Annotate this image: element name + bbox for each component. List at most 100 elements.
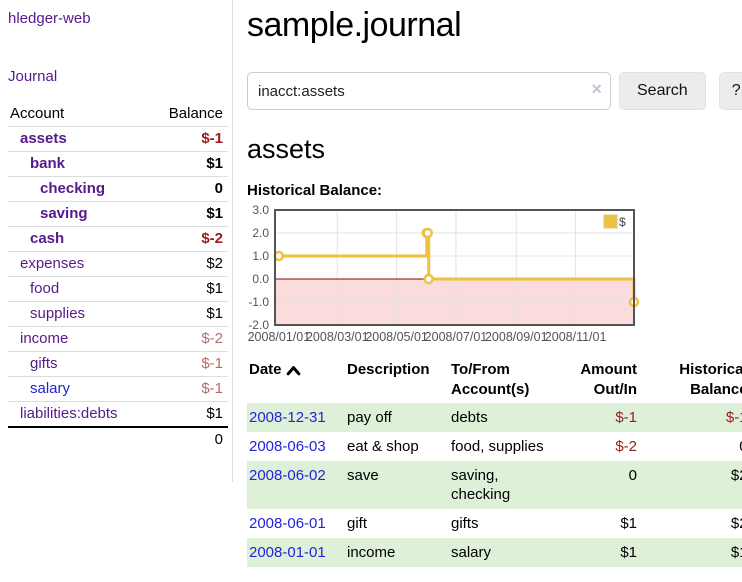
sidebar-account-link[interactable]: checking (40, 180, 106, 197)
description-cell: save (347, 467, 379, 484)
description-cell: gift (347, 515, 368, 532)
description-cell: eat & shop (347, 438, 419, 455)
account-balance: $1 (206, 405, 223, 422)
data-point-marker (273, 250, 285, 262)
sidebar-account-link[interactable]: assets (20, 130, 67, 147)
accounts-cell: gifts (451, 515, 479, 532)
description-cell: pay off (347, 409, 392, 426)
app-title-link[interactable]: hledger-web (8, 10, 91, 27)
account-row: assets $-1 (8, 126, 228, 151)
amount-cell: $-2 (615, 438, 637, 455)
register-row: 2008-01-01 income salary $1 $1 (247, 538, 742, 567)
sidebar-item-journal[interactable]: Journal (8, 68, 58, 85)
register-header-row: Date Description To/From Account(s) Amou… (247, 357, 742, 403)
account-balance: $-2 (201, 230, 223, 247)
balance-header: Historical Balance (679, 361, 742, 398)
account-balance: $-1 (201, 130, 223, 147)
sidebar: hledger-web Journal Account Balance asse… (0, 0, 233, 482)
y-tick-label: 3.0 (252, 203, 269, 217)
search-input[interactable] (247, 72, 611, 110)
date-header-label: Date (249, 361, 282, 378)
sidebar-account-link[interactable]: food (30, 280, 60, 297)
sidebar-account-link[interactable]: salary (30, 380, 71, 397)
account-heading: assets (247, 134, 326, 164)
amount-cell: $-1 (615, 409, 637, 426)
sort-ascending-icon (286, 365, 300, 375)
x-tick-label: 2008/05/01 (365, 330, 428, 344)
account-balance: $-1 (201, 355, 223, 372)
y-tick-label: 2.0 (252, 226, 269, 240)
sidebar-account-link[interactable]: liabilities:debts (20, 405, 118, 422)
account-balance: $1 (206, 205, 223, 222)
balance-cell: 0 (643, 432, 742, 461)
account-balance: $1 (206, 155, 223, 172)
balance-cell: $-1 (725, 409, 742, 426)
account-row: income $-2 (8, 326, 228, 351)
y-tick-label: 1.0 (252, 249, 269, 263)
accounts-cell: food, supplies (451, 438, 544, 455)
sidebar-account-link[interactable]: income (20, 330, 69, 347)
search-button[interactable]: Search (619, 72, 706, 110)
accounts-header: To/From Account(s) (451, 361, 530, 398)
legend-swatch (603, 214, 618, 229)
account-balance: $-2 (201, 330, 223, 347)
sidebar-account-link[interactable]: cash (30, 230, 65, 247)
page-title: sample.journal (247, 6, 462, 44)
sidebar-account-link[interactable]: supplies (30, 305, 86, 322)
y-tick-label: 0.0 (252, 272, 269, 286)
register-row: 2008-06-02 save saving, checking 0 $2 (247, 461, 742, 509)
account-balance: $-1 (201, 380, 223, 397)
accounts-tree-header: Account Balance (8, 102, 228, 126)
account-row: cash $-2 (8, 226, 228, 251)
account-row: supplies $1 (8, 301, 228, 326)
y-tick-label: -2.0 (248, 318, 269, 332)
account-row: liabilities:debts $1 (8, 401, 228, 426)
account-row: salary $-1 (8, 376, 228, 401)
transaction-date-link[interactable]: 2008-06-03 (249, 438, 326, 455)
register-row: 2008-06-03 eat & shop food, supplies $-2 0 (247, 432, 742, 461)
sidebar-account-link[interactable]: gifts (30, 355, 58, 372)
description-cell: income (347, 544, 396, 561)
accounts-total-row: 0 (8, 426, 228, 452)
sidebar-account-link[interactable]: saving (40, 205, 88, 222)
register-row: 2008-12-31 pay off debts $-1 $-1 (247, 403, 742, 432)
accounts-tree-rows: assets $-1 bank $1 checking 0 saving $1 cash $-2 e… (8, 126, 228, 426)
balance-cell: $2 (730, 467, 742, 484)
account-row: saving $1 (8, 201, 228, 226)
account-row: checking 0 (8, 176, 228, 201)
clear-search-icon[interactable]: × (591, 79, 602, 99)
account-row: bank $1 (8, 151, 228, 176)
account-balance: $1 (206, 305, 223, 322)
account-balance: $2 (206, 255, 223, 272)
amount-cell: 0 (628, 467, 637, 484)
accounts-cell: saving, checking (451, 467, 511, 503)
amount-header: Amount Out/In (580, 361, 637, 398)
accounts-tree: Account Balance assets $-1 bank $1 checking 0… (8, 102, 228, 452)
account-balance: 0 (214, 180, 223, 197)
amount-cell: $1 (620, 544, 637, 561)
date-sort-header[interactable]: Date (249, 360, 301, 380)
chart-title: Historical Balance: (247, 182, 383, 199)
plot-border (274, 209, 635, 326)
balance-cell: $1 (730, 544, 742, 561)
description-header: Description (347, 361, 430, 378)
accounts-cell: debts (451, 409, 488, 426)
accounts-total-value: 0 (214, 431, 223, 448)
sidebar-account-link[interactable]: expenses (20, 255, 85, 272)
transaction-date-link[interactable]: 2008-06-02 (249, 467, 326, 484)
balance-cell: $2 (730, 515, 742, 532)
balance-column-header: Balance (168, 105, 223, 122)
data-point-marker (423, 273, 434, 285)
x-tick-label: 2008/03/01 (306, 330, 369, 344)
legend-label: $ (619, 215, 626, 229)
historical-balance-chart: $3.0 2.0 1.0 0.0 -1.0 -2.02008/01/012008/03/0… (248, 203, 640, 344)
sidebar-account-link[interactable]: bank (30, 155, 66, 172)
transaction-date-link[interactable]: 2008-01-01 (249, 544, 326, 561)
register-row: 2008-06-01 gift gifts $1 $2 (247, 509, 742, 538)
transaction-date-link[interactable]: 2008-12-31 (249, 409, 326, 426)
help-button[interactable]: ? (718, 72, 742, 110)
register-table: Date Description To/From Account(s) Amou… (247, 357, 742, 567)
y-tick-label: -1.0 (248, 295, 269, 309)
transaction-date-link[interactable]: 2008-06-01 (249, 515, 326, 532)
account-row: gifts $-1 (8, 351, 228, 376)
